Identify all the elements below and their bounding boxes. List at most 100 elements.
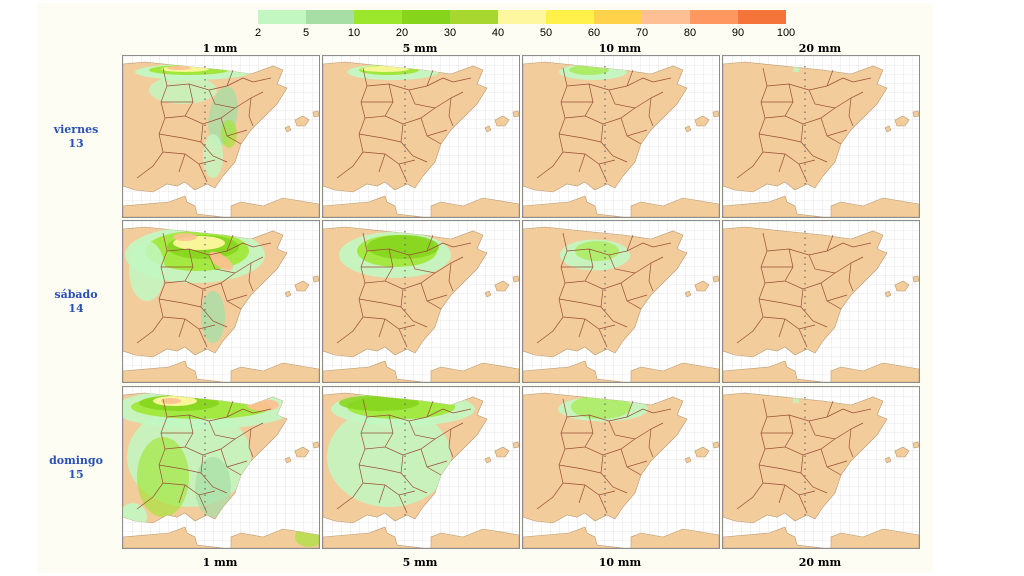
balearic-island [494, 280, 510, 292]
balearic-island [312, 441, 319, 449]
color-scale-swatch [738, 10, 786, 24]
iberia-map [323, 56, 519, 217]
day-number: 15 [68, 468, 84, 481]
precipitation-map-panel [522, 55, 720, 218]
balearic-island [512, 110, 519, 118]
precipitation-layer [125, 227, 265, 343]
color-scale-swatch [594, 10, 642, 24]
balearic-island [694, 115, 710, 127]
balearic-island [284, 125, 292, 133]
color-scale-tick-label: 40 [491, 27, 505, 39]
precipitation-map-panel [322, 386, 520, 549]
precipitation-area [575, 241, 619, 261]
balearic-island [712, 441, 719, 449]
color-scale-swatch [354, 10, 402, 24]
north-africa-coast [123, 526, 319, 548]
north-africa-coast [523, 360, 719, 382]
balearic-island [312, 110, 319, 118]
color-scale-tick-label: 80 [683, 27, 697, 39]
precipitation-area [137, 437, 189, 517]
precipitation-area [209, 251, 233, 271]
balearic-island [912, 275, 919, 283]
precipitation-color-scale [258, 10, 786, 24]
balearic-island [294, 446, 310, 458]
precipitation-layer [793, 66, 799, 72]
color-scale-tick-label: 2 [254, 27, 262, 39]
balearic-island [894, 115, 910, 127]
balearic-island [494, 115, 510, 127]
iberia-map [723, 221, 919, 382]
north-africa-coast [723, 195, 919, 217]
day-name: domingo [49, 454, 103, 467]
color-scale-swatch [306, 10, 354, 24]
province-borders [536, 398, 672, 514]
balearic-island [312, 275, 319, 283]
balearic-island [284, 290, 292, 298]
precipitation-area [571, 395, 631, 419]
color-scale-swatch [258, 10, 306, 24]
precipitation-map-panel [722, 55, 920, 218]
province-borders [136, 232, 272, 348]
column-header-bottom: 1 mm [202, 556, 238, 569]
balearic-island [884, 290, 892, 298]
iberia-map [723, 56, 919, 217]
north-africa-coast [323, 526, 519, 548]
balearic-island [512, 275, 519, 283]
balearic-island [894, 446, 910, 458]
precipitation-area [149, 76, 217, 104]
precipitation-map-panel [522, 220, 720, 383]
color-scale-swatch [546, 10, 594, 24]
precipitation-cell [793, 397, 799, 403]
balearic-island [894, 280, 910, 292]
north-africa-coast [123, 360, 319, 382]
day-name: sábado [54, 288, 98, 301]
precipitation-area [361, 66, 409, 72]
province-borders [336, 232, 472, 348]
row-header-day: sábado 14 [40, 288, 112, 316]
column-header-bottom: 5 mm [402, 556, 438, 569]
precipitation-area [367, 235, 439, 259]
precipitation-layer [558, 395, 648, 422]
balearic-island [684, 456, 692, 464]
balearic-island [684, 290, 692, 298]
color-scale-swatch [450, 10, 498, 24]
balearic-island [712, 275, 719, 283]
north-africa-coast [323, 360, 519, 382]
day-number: 14 [68, 302, 84, 315]
iberia-map [523, 56, 719, 217]
iberia-map [523, 387, 719, 548]
precipitation-area [161, 398, 181, 404]
balearic-island [512, 441, 519, 449]
iberia-map [723, 387, 919, 548]
province-borders [736, 67, 872, 183]
north-africa-coast [723, 360, 919, 382]
province-borders [336, 398, 472, 514]
iberia-map [123, 387, 319, 548]
balearic-island [294, 115, 310, 127]
column-header-bottom: 20 mm [798, 556, 842, 569]
row-header-day: viernes 13 [40, 123, 112, 151]
province-borders [336, 67, 472, 183]
row-header-day: domingo 15 [40, 454, 112, 482]
precipitation-map-panel [122, 55, 320, 218]
balearic-island [912, 110, 919, 118]
iberia-map [323, 387, 519, 548]
balearic-island [912, 441, 919, 449]
precipitation-layer [347, 64, 439, 80]
precipitation-area [339, 395, 419, 411]
province-borders [736, 398, 872, 514]
balearic-island [484, 290, 492, 298]
province-borders [136, 67, 272, 183]
precipitation-area [327, 407, 451, 507]
color-scale-tick-label: 5 [302, 27, 310, 39]
balearic-island [484, 125, 492, 133]
iberia-map [323, 221, 519, 382]
precipitation-map-panel [322, 220, 520, 383]
balearic-island [284, 456, 292, 464]
north-africa-coast [523, 195, 719, 217]
color-scale-tick-label: 10 [347, 27, 361, 39]
column-header-top: 10 mm [598, 42, 642, 55]
color-scale-tick-label: 50 [539, 27, 553, 39]
balearic-island [694, 280, 710, 292]
precipitation-area [201, 291, 225, 343]
